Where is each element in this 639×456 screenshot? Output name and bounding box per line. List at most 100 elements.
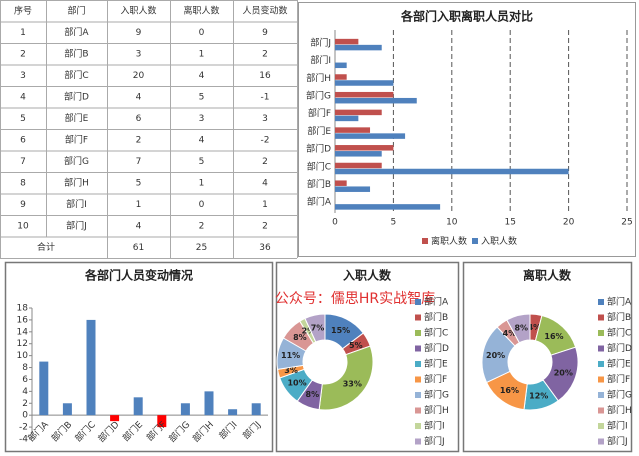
y-tick-label: 14	[17, 327, 29, 337]
legend-label: 部门J	[607, 435, 628, 447]
table-cell: 3	[199, 114, 205, 124]
table-cell: 4	[136, 92, 142, 102]
legend-swatch	[472, 238, 478, 244]
data-label: 10%	[287, 379, 306, 388]
legend-swatch	[415, 314, 421, 321]
bar	[335, 151, 382, 157]
table-cell: -2	[261, 135, 270, 145]
table-cell: 5	[20, 114, 26, 124]
bar	[133, 397, 143, 416]
y-tick-label: 10	[17, 351, 29, 361]
bar	[251, 403, 261, 416]
table-cell: 20	[133, 71, 145, 81]
bar	[335, 44, 382, 51]
bar	[335, 109, 382, 116]
table-header: 人员变动数	[242, 4, 287, 16]
legend-label: 部门E	[607, 358, 631, 370]
legend-label: 部门B	[424, 311, 448, 323]
y-tick-label: 8	[22, 363, 28, 373]
data-label: 8%	[293, 333, 307, 342]
data-label: 8%	[514, 324, 528, 333]
table-cell: 36	[259, 243, 271, 253]
bar	[228, 409, 238, 416]
table-cell: 9	[20, 200, 26, 210]
bar	[62, 403, 72, 416]
legend-swatch	[598, 423, 604, 429]
y-tick-label: 部门C	[307, 160, 331, 172]
data-label: 4%	[503, 329, 517, 338]
legend-swatch	[598, 314, 604, 321]
legend-label: 部门D	[607, 342, 632, 354]
table-header: 部门	[67, 4, 85, 16]
legend-swatch	[415, 438, 421, 445]
legend-label: 部门G	[424, 389, 449, 401]
x-tick-label: 10	[446, 218, 458, 228]
table-cell: 合计	[37, 241, 55, 253]
table-cell: 9	[136, 28, 142, 38]
bar	[335, 145, 394, 151]
chart-title: 各部门入职离职人员对比	[400, 9, 533, 24]
table-cell: 部门F	[65, 133, 88, 145]
chart-title: 各部门人员变动情况	[84, 268, 193, 283]
legend-label: 部门C	[607, 327, 631, 339]
y-tick-label: 部门H	[306, 72, 331, 84]
bar	[335, 80, 394, 86]
legend-swatch	[598, 392, 604, 398]
x-tick-label: 20	[563, 218, 575, 228]
data-label: 11%	[281, 351, 300, 360]
y-tick-label: 部门I	[310, 54, 331, 66]
legend-label: 离职人数	[431, 235, 467, 247]
legend-label: 部门I	[607, 420, 628, 432]
table-cell: 0	[199, 200, 205, 210]
table-cell: 5	[199, 92, 205, 102]
legend-swatch	[415, 361, 421, 367]
y-tick-label: -4	[19, 435, 28, 445]
legend-swatch	[415, 423, 421, 429]
table-cell: 3	[262, 114, 268, 124]
bar	[335, 186, 371, 192]
table-cell: 6	[20, 135, 26, 145]
bar	[204, 391, 214, 416]
legend-label: 部门F	[424, 373, 447, 385]
data-label: 16%	[544, 332, 563, 341]
legend-label: 部门B	[607, 311, 631, 323]
table-cell: 1	[199, 49, 205, 59]
table-cell: 4	[199, 135, 205, 145]
y-tick-label: 16	[17, 315, 29, 325]
bar	[335, 168, 569, 175]
legend-swatch	[415, 345, 421, 352]
table-cell: 2	[262, 157, 268, 167]
legend-swatch	[598, 345, 604, 352]
table-cell: 2	[262, 221, 268, 231]
table-cell: 4	[20, 92, 26, 102]
legend-label: 部门J	[424, 435, 445, 447]
bar	[335, 162, 382, 169]
data-label: 4%	[528, 323, 542, 332]
table-cell: 部门B	[64, 47, 88, 59]
donut-slice	[318, 345, 374, 411]
legend-label: 部门H	[424, 404, 449, 416]
table-cell: 3	[136, 49, 142, 59]
y-tick-label: 部门F	[308, 107, 331, 119]
table-cell: 8	[20, 178, 26, 188]
table-cell: -1	[261, 92, 270, 102]
bar	[335, 180, 347, 186]
data-label: 8%	[306, 390, 320, 399]
bar	[110, 415, 120, 422]
x-tick-label: 5	[391, 218, 397, 228]
table-cell: 部门C	[64, 69, 88, 81]
bar	[335, 74, 347, 80]
data-label: 12%	[529, 391, 548, 400]
table-cell: 9	[262, 28, 268, 38]
y-tick-label: 部门J	[310, 36, 331, 48]
table-cell: 16	[259, 71, 271, 81]
legend-swatch	[598, 299, 604, 305]
data-label: 2%	[302, 327, 316, 336]
data-label: 20%	[554, 368, 573, 377]
legend-label: 部门F	[607, 373, 630, 385]
legend-label: 部门C	[424, 327, 448, 339]
table-cell: 部门G	[64, 155, 89, 167]
table-cell: 1	[20, 28, 26, 38]
table-cell: 6	[136, 114, 142, 124]
